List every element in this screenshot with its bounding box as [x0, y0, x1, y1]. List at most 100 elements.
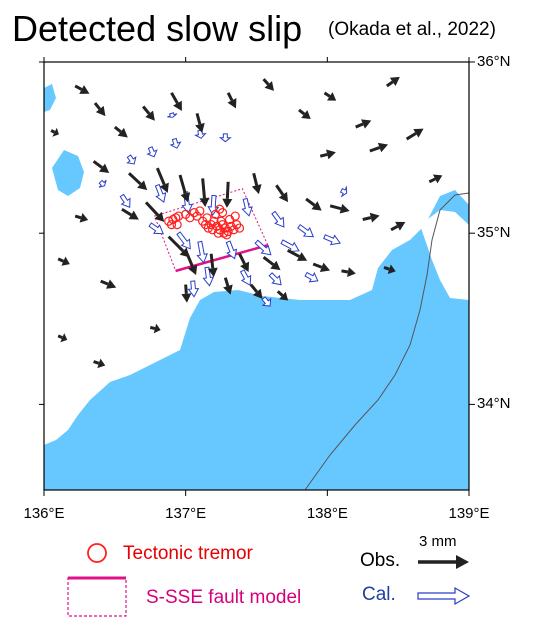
- calculated-vector: [196, 240, 208, 264]
- calculated-vector: [176, 231, 191, 250]
- observed-vector: [222, 181, 233, 208]
- observed-vector: [329, 203, 350, 214]
- calculated-vector: [225, 240, 238, 260]
- observed-vector: [276, 290, 289, 301]
- y-tick-label: 34°N: [477, 395, 511, 413]
- calculated-vector: [126, 154, 137, 165]
- calculated-vectors-layer: [98, 112, 348, 307]
- tremor-marker: [202, 213, 212, 223]
- calculated-vector: [169, 137, 182, 149]
- lake-biwa: [52, 150, 84, 196]
- calculated-legend-label: Cal.: [362, 584, 396, 605]
- observed-legend-label: Obs.: [360, 550, 401, 571]
- lake-north: [44, 84, 56, 112]
- fault-legend-label: S-SSE fault model: [146, 587, 302, 608]
- observed-vector: [144, 201, 165, 222]
- scale-legend-label: 3 mm: [419, 533, 457, 550]
- observed-vector: [312, 262, 331, 272]
- calculated-vector: [323, 234, 341, 246]
- map-title: Detected slow slip: [12, 8, 303, 49]
- calculated-vector: [218, 133, 232, 143]
- observed-vector: [341, 267, 356, 277]
- observed-vector: [170, 92, 182, 112]
- x-tick-label: 137°E: [165, 505, 207, 522]
- trench-line: [304, 192, 469, 490]
- x-tick-label: 139°E: [448, 505, 490, 522]
- tremor-marker: [234, 223, 245, 233]
- observed-vector: [319, 149, 336, 160]
- tremor-layer: [164, 204, 245, 240]
- calculated-vector: [297, 224, 315, 238]
- x-tick-label: 138°E: [306, 505, 348, 522]
- observed-vector: [383, 264, 396, 274]
- observed-vector: [323, 91, 337, 101]
- calculated-vector: [194, 129, 207, 139]
- calculated-vector: [119, 193, 131, 208]
- calculated-vector: [187, 280, 200, 298]
- observed-vector: [127, 172, 148, 191]
- observed-vector: [74, 213, 89, 223]
- observed-vector: [223, 277, 233, 295]
- observed-vector: [155, 167, 169, 193]
- observed-vector: [178, 174, 191, 203]
- observed-vector: [249, 283, 263, 299]
- observed-vector: [305, 197, 322, 211]
- calculated-vector: [280, 239, 300, 253]
- observed-vector: [226, 92, 237, 109]
- observed-vectors-layer: [50, 76, 443, 369]
- calculated-vector: [202, 266, 215, 287]
- observed-vector: [142, 105, 155, 121]
- observed-vector: [286, 248, 308, 261]
- tremor-marker: [229, 225, 239, 235]
- calculated-vector: [268, 272, 282, 286]
- calculated-vector: [271, 210, 285, 228]
- observed-vector: [74, 84, 90, 94]
- observed-vector: [195, 112, 205, 133]
- calculated-vector: [146, 146, 158, 158]
- observed-vector: [184, 249, 198, 276]
- observed-vector: [199, 178, 210, 208]
- calculated-vector: [254, 239, 272, 256]
- observed-vector: [121, 207, 139, 220]
- observed-vector: [113, 125, 128, 138]
- calculated-vector: [167, 112, 178, 118]
- calculated-vector: [339, 185, 348, 198]
- tremor-marker: [222, 230, 232, 240]
- tremor-marker: [213, 228, 223, 238]
- observed-vector: [369, 142, 389, 153]
- observed-vector: [405, 128, 424, 141]
- calculated-vector: [241, 197, 253, 217]
- tremor-marker: [172, 220, 182, 230]
- observed-vector: [390, 221, 406, 232]
- observed-vector: [57, 256, 70, 266]
- tremor-marker: [192, 211, 202, 221]
- calculated-vector: [154, 183, 167, 204]
- observed-vector: [251, 172, 262, 195]
- observed-vector: [298, 108, 311, 120]
- y-tick-label: 35°N: [477, 224, 511, 242]
- calculated-vector: [98, 179, 107, 188]
- tremor-marker: [209, 216, 219, 226]
- tremor-marker: [173, 211, 184, 221]
- observed-vector: [149, 323, 161, 334]
- observed-vector: [50, 127, 59, 137]
- tremor-marker: [230, 211, 240, 221]
- observed-vector: [57, 333, 68, 343]
- citation: (Okada et al., 2022): [328, 19, 496, 40]
- observed-vector: [362, 212, 380, 223]
- tremor-marker: [215, 204, 225, 214]
- calculated-vector: [261, 296, 272, 307]
- tremor-marker: [195, 206, 205, 216]
- land-area: [44, 62, 469, 445]
- observed-vector: [93, 358, 106, 369]
- observed-vector: [262, 255, 281, 271]
- observed-vector: [275, 184, 289, 203]
- fault-model-outline: [153, 188, 269, 272]
- x-tick-label: 136°E: [23, 505, 65, 522]
- tremor-marker: [216, 216, 226, 226]
- map-frame: [43, 61, 470, 491]
- observed-vector: [262, 78, 274, 91]
- observed-vector: [93, 102, 106, 117]
- observed-vector: [100, 279, 117, 289]
- y-tick-label: 36°N: [477, 53, 511, 70]
